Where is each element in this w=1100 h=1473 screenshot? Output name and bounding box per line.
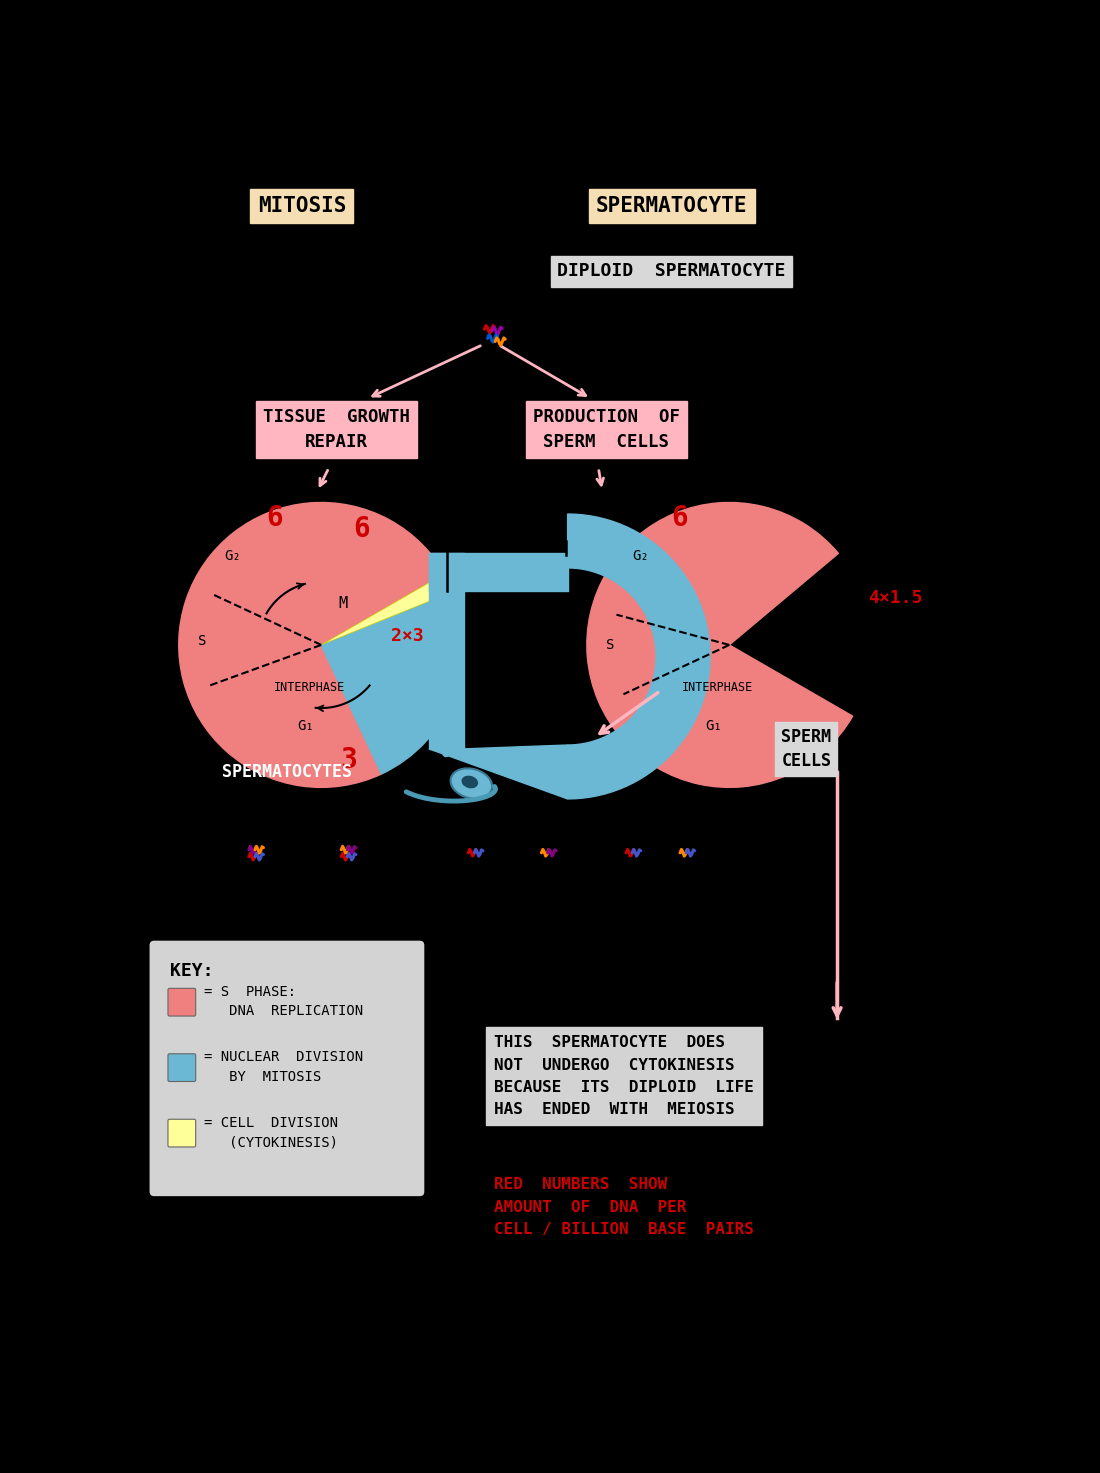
Text: TISSUE  GROWTH
REPAIR: TISSUE GROWTH REPAIR bbox=[263, 408, 410, 451]
FancyBboxPatch shape bbox=[168, 1053, 196, 1081]
Text: G₂: G₂ bbox=[224, 549, 241, 563]
FancyBboxPatch shape bbox=[151, 941, 424, 1196]
Text: 6: 6 bbox=[671, 504, 688, 532]
Text: = S  PHASE:
   DNA  REPLICATION: = S PHASE: DNA REPLICATION bbox=[205, 984, 363, 1018]
Text: M: M bbox=[338, 597, 348, 611]
Text: INTERPHASE: INTERPHASE bbox=[274, 681, 345, 694]
Text: 2×3: 2×3 bbox=[392, 627, 424, 645]
FancyBboxPatch shape bbox=[168, 1119, 196, 1147]
Text: SPERMATOCYTE: SPERMATOCYTE bbox=[596, 196, 747, 217]
Text: 3: 3 bbox=[798, 742, 815, 770]
Text: 3: 3 bbox=[340, 747, 356, 775]
Text: THIS  SPERMATOCYTE  DOES
NOT  UNDERGO  CYTOKINESIS
BECAUSE  ITS  DIPLOID  LIFE
H: THIS SPERMATOCYTE DOES NOT UNDERGO CYTOK… bbox=[495, 1036, 755, 1117]
Text: SPERMATOCYTES: SPERMATOCYTES bbox=[221, 763, 352, 781]
Text: 6: 6 bbox=[266, 504, 284, 532]
Text: DIPLOID  SPERMATOCYTE: DIPLOID SPERMATOCYTE bbox=[558, 262, 785, 280]
Text: 4×1.5: 4×1.5 bbox=[868, 589, 922, 607]
Text: RED  NUMBERS  SHOW
AMOUNT  OF  DNA  PER
CELL / BILLION  BASE  PAIRS: RED NUMBERS SHOW AMOUNT OF DNA PER CELL … bbox=[495, 1177, 755, 1237]
Wedge shape bbox=[179, 502, 447, 788]
Polygon shape bbox=[429, 745, 568, 798]
Text: = NUCLEAR  DIVISION
   BY  MITOSIS: = NUCLEAR DIVISION BY MITOSIS bbox=[205, 1050, 363, 1084]
Text: G₂: G₂ bbox=[632, 549, 649, 563]
Text: 6: 6 bbox=[353, 516, 370, 544]
FancyBboxPatch shape bbox=[168, 988, 196, 1016]
Text: = CELL  DIVISION
   (CYTOKINESIS): = CELL DIVISION (CYTOKINESIS) bbox=[205, 1115, 338, 1149]
Text: G₁: G₁ bbox=[705, 719, 723, 732]
Text: PRODUCTION  OF
SPERM  CELLS: PRODUCTION OF SPERM CELLS bbox=[532, 408, 680, 451]
Wedge shape bbox=[321, 585, 463, 773]
Wedge shape bbox=[587, 502, 852, 788]
Ellipse shape bbox=[462, 776, 478, 788]
Text: MITOSIS: MITOSIS bbox=[257, 196, 346, 217]
Ellipse shape bbox=[451, 769, 492, 798]
Polygon shape bbox=[568, 514, 710, 798]
Text: INTERPHASE: INTERPHASE bbox=[682, 681, 754, 694]
Text: S: S bbox=[198, 633, 206, 648]
Text: KEY:: KEY: bbox=[169, 962, 213, 980]
Wedge shape bbox=[321, 573, 453, 645]
Text: S: S bbox=[606, 638, 614, 651]
Text: SPERM
CELLS: SPERM CELLS bbox=[781, 728, 832, 770]
Text: G₁: G₁ bbox=[297, 719, 315, 732]
